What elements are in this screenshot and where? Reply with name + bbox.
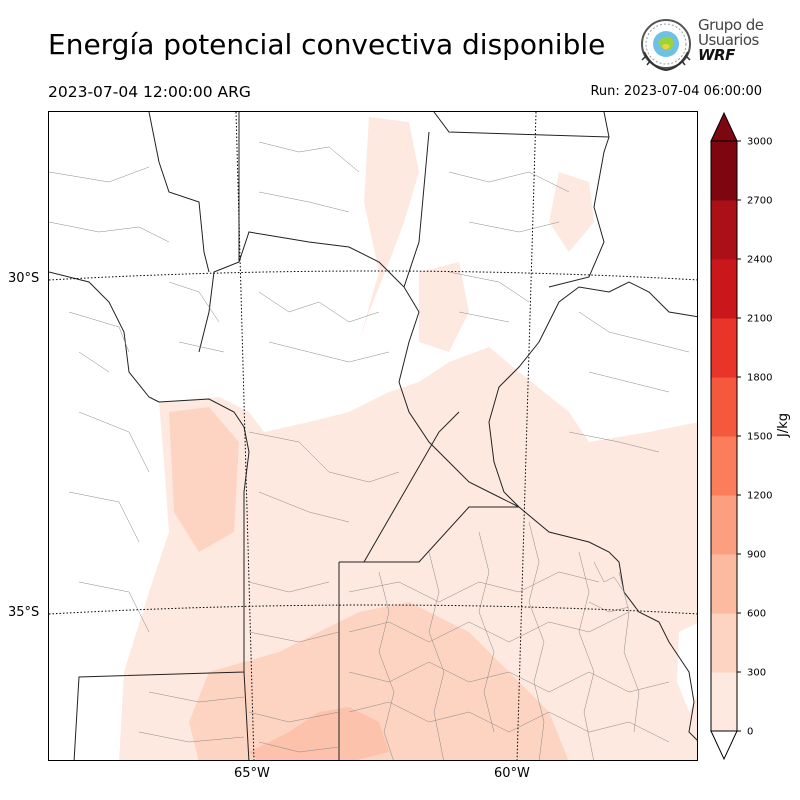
map-title: Energía potencial convectiva disponible bbox=[48, 28, 606, 61]
lon-label-65w: 65°W bbox=[234, 766, 270, 781]
cape-area-center bbox=[419, 262, 469, 352]
run-time: Run: 2023-07-04 06:00:00 bbox=[590, 84, 762, 99]
colorbar-bin bbox=[711, 318, 737, 378]
colorbar-tick-label: 1200 bbox=[747, 491, 772, 502]
colorbar-unit: J/kg bbox=[776, 413, 791, 437]
colorbar-tick-label: 300 bbox=[747, 668, 766, 679]
logo-line-1: Grupo de bbox=[698, 16, 764, 34]
colorbar-extend-max bbox=[710, 111, 738, 142]
lon-label-60w: 60°W bbox=[494, 766, 530, 781]
colorbar-tick-label: 2700 bbox=[747, 196, 772, 207]
map-panel bbox=[48, 111, 698, 761]
logo-text: Grupo de Usuarios WRF bbox=[698, 18, 764, 63]
lat-label-30s: 30°S bbox=[8, 271, 40, 286]
logo-line-3: WRF bbox=[698, 46, 735, 64]
department-borders bbox=[49, 141, 690, 760]
colorbar-ticks: 0 300 600 900 1200 1500 1800 2100 2400 2700 3000 bbox=[737, 137, 772, 738]
colorbar-tick-label: 0 bbox=[747, 727, 753, 738]
colorbar-tick-label: 1800 bbox=[747, 373, 772, 384]
cape-area-north bbox=[349, 117, 419, 372]
colorbar-tick-label: 1500 bbox=[747, 432, 772, 443]
lat-label-35s: 35°S bbox=[8, 605, 40, 620]
colorbar-tick-label: 3000 bbox=[747, 137, 772, 148]
valid-time: 2023-07-04 12:00:00 ARG bbox=[48, 83, 251, 101]
colorbar: 0 300 600 900 1200 1500 1800 2100 2400 2700 3000 bbox=[710, 111, 772, 761]
colorbar-tick-label: 2100 bbox=[747, 314, 772, 325]
colorbar-tick-label: 2400 bbox=[747, 255, 772, 266]
colorbar-bin bbox=[711, 672, 737, 732]
colorbar-tick-label: 600 bbox=[747, 609, 766, 620]
colorbar-extend-min bbox=[710, 730, 738, 761]
colorbar-bins bbox=[710, 111, 738, 761]
cape-area-west bbox=[169, 407, 239, 552]
logo-emblem-icon bbox=[641, 19, 691, 72]
cape-area-northeast bbox=[549, 172, 594, 252]
colorbar-tick-label: 900 bbox=[747, 550, 766, 561]
wrf-logo: Grupo de Usuarios WRF bbox=[638, 16, 768, 74]
colorbar-bin bbox=[711, 200, 737, 260]
graticule bbox=[49, 112, 697, 760]
colorbar-bin bbox=[711, 495, 737, 555]
cape-area-core bbox=[249, 707, 389, 760]
colorbar-bin bbox=[711, 613, 737, 673]
colorbar-bin bbox=[711, 554, 737, 614]
logo-line-2: Usuarios bbox=[698, 31, 759, 49]
colorbar-bin bbox=[711, 377, 737, 437]
cape-field bbox=[119, 117, 697, 760]
colorbar-bin bbox=[711, 259, 737, 319]
colorbar-bin bbox=[711, 141, 737, 201]
colorbar-bin bbox=[711, 436, 737, 496]
map-canvas bbox=[49, 112, 697, 760]
province-borders bbox=[49, 112, 697, 760]
